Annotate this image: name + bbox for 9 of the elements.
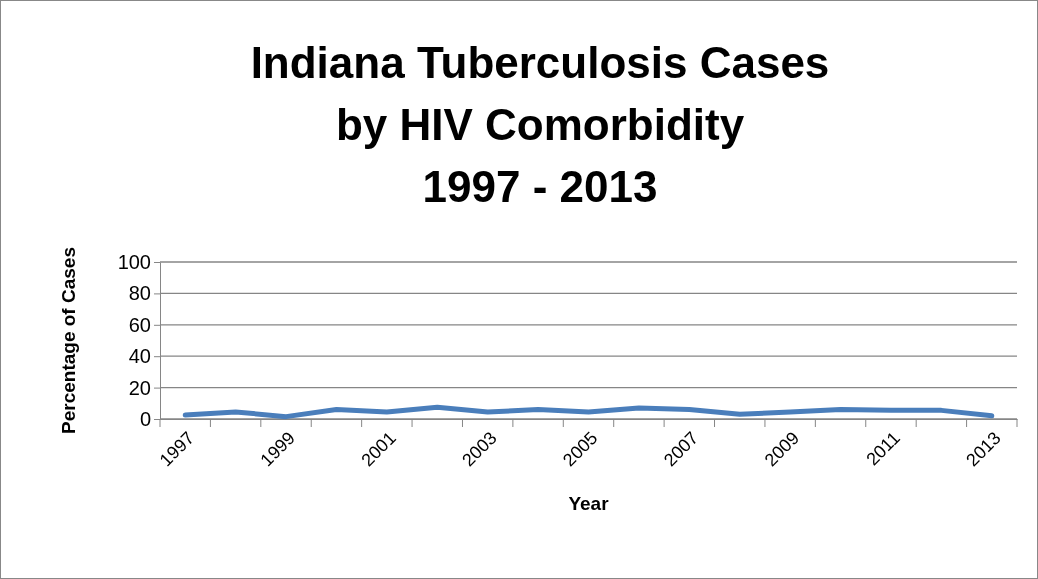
x-axis-title: Year — [568, 493, 610, 514]
y-tick-label: 80 — [128, 282, 151, 305]
y-tick-label: 100 — [117, 250, 151, 273]
y-tick-label: 60 — [128, 313, 151, 336]
y-tick-label: 0 — [139, 407, 151, 430]
y-axis-title: Percentage of Cases — [58, 247, 79, 434]
chart-title: Indiana Tuberculosis Cases by HIV Comorbidity 1997 - 2013 — [250, 38, 830, 211]
y-tick-label: 20 — [128, 376, 151, 399]
y-tick-label: 40 — [128, 345, 151, 368]
